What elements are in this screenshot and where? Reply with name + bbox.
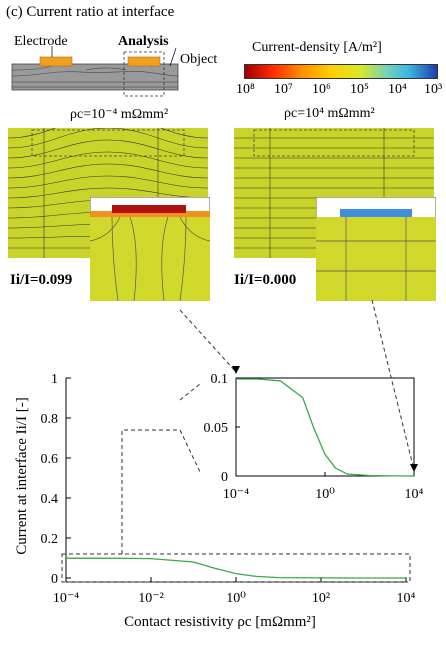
inset-y-tick-label: 0.05 [204, 421, 229, 436]
inset-x-tick-label: 10⁰ [315, 487, 335, 502]
right-ratio-text: Ii/I=0.000 [234, 272, 297, 288]
colorbar-title: Current-density [A/m²] [252, 40, 382, 55]
inset-series-line [236, 378, 415, 477]
y-tick-label: 0.2 [41, 532, 59, 547]
colorbar [244, 64, 438, 79]
inset-x-tick-label: 10⁻⁴ [223, 487, 249, 502]
right-ratio-label: Ii/I=0.000 [234, 272, 296, 289]
right-rho-label: ρc=10⁴ mΩmm² [284, 106, 375, 121]
left-ratio-text: Ii/I=0.099 [10, 272, 73, 288]
x-tick-label: 10⁻⁴ [53, 591, 79, 606]
main-series-line [66, 557, 407, 579]
cb-tick-5: 10³ [424, 82, 443, 97]
colorbar-ticks: 10⁸ 10⁷ 10⁶ 10⁵ 10⁴ 10³ [236, 82, 446, 100]
cb-tick-3: 10⁵ [350, 82, 369, 97]
schematic-drawing [11, 46, 179, 97]
object-label: Object [180, 52, 218, 67]
y-tick-label: 1 [51, 372, 58, 387]
schematic [6, 26, 206, 106]
x-tick-label: 10⁻² [138, 591, 164, 606]
left-case-arrowhead [232, 366, 240, 374]
x-tick-label: 10⁴ [397, 591, 416, 606]
right-case-arrow [371, 300, 415, 471]
x-tick-label: 10⁰ [226, 591, 246, 606]
cb-tick-1: 10⁷ [274, 82, 293, 97]
y-tick-label: 0 [51, 572, 58, 587]
cb-tick-0: 10⁸ [236, 82, 255, 97]
inset-frame [235, 377, 415, 477]
electrode-label: Electrode [14, 34, 68, 49]
x-tick-label: 10² [312, 591, 330, 606]
inset-y-tick-label: 0 [221, 470, 228, 485]
inset-y-tick-label: 0.1 [211, 372, 229, 387]
y-tick-label: 0.4 [41, 492, 59, 507]
right-case-arrowhead [410, 464, 418, 472]
left-zoom [89, 196, 211, 302]
inset-connector-top [179, 383, 201, 401]
y-tick-label: 0.8 [41, 412, 59, 427]
y-axis-label: Current at interface Ii/I [-] [14, 397, 30, 554]
cb-tick-4: 10⁴ [388, 82, 407, 97]
left-rho-label: ρc=10⁻⁴ mΩmm² [70, 107, 169, 122]
left-ratio-label: Ii/I=0.099 [10, 272, 72, 289]
zoom-region-box [61, 553, 411, 583]
y-tick-label: 0.6 [41, 452, 59, 467]
ratio-chart: 0 0.2 0.4 0.6 0.8 1 10⁻⁴ 10⁻² 10⁰ 10² 10⁴ Contact r… [14, 300, 424, 630]
left-case-arrow [179, 309, 237, 373]
inset-x-tick-label: 10⁴ [405, 487, 424, 502]
analysis-label: Analysis [118, 34, 169, 49]
inset-connector [121, 429, 180, 554]
cb-tick-2: 10⁶ [312, 82, 331, 97]
figure-title: (c) Current ratio at interface [6, 4, 175, 20]
x-axis-label: Contact resistivity ρc [mΩmm²] [124, 614, 316, 630]
right-zoom [315, 196, 437, 302]
inset-connector-bottom [179, 429, 201, 473]
